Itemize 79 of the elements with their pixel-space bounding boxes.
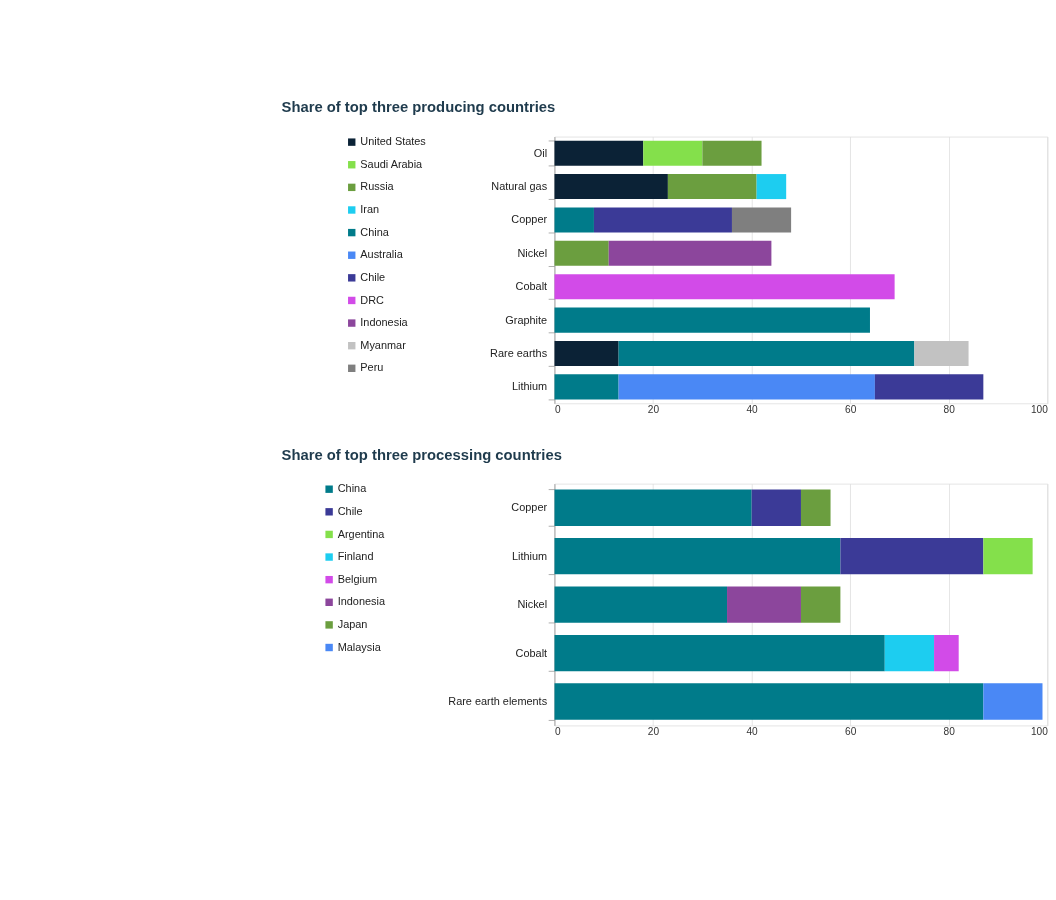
bar (731, 207, 792, 233)
x-tick-label: 100 (1030, 726, 1049, 738)
bar (702, 140, 762, 166)
bar (554, 274, 895, 300)
bar (751, 489, 801, 526)
bar (840, 538, 984, 575)
x-tick-label: 0 (554, 404, 561, 416)
y-tick-label: Oil (533, 146, 548, 159)
bar (800, 489, 831, 526)
x-tick-label: 40 (746, 726, 759, 738)
legend-label: Peru (360, 361, 384, 374)
legend-label: China (337, 482, 368, 495)
bar (643, 140, 703, 166)
legend-label: Japan (337, 618, 368, 631)
bar (618, 374, 875, 400)
bar (554, 489, 752, 526)
legend-label: Indonesia (337, 595, 386, 608)
y-tick-label: Cobalt (515, 646, 548, 659)
y-tick-label: Cobalt (515, 280, 548, 293)
text: Share of top three producing countries (281, 99, 556, 116)
bar (884, 634, 935, 672)
text: Share of top three processing countries (281, 446, 562, 463)
legend-label: Russia (360, 180, 395, 193)
legend-label: Australia (360, 248, 404, 261)
bar (983, 538, 1033, 575)
bar (554, 374, 619, 400)
bar (554, 683, 984, 720)
legend-label: Saudi Arabia (360, 157, 424, 170)
y-tick-label: Lithium (511, 549, 548, 562)
legend-label: Iran (360, 203, 380, 216)
x-tick-label: 20 (647, 726, 660, 738)
legend-label: China (360, 225, 390, 238)
bar (554, 538, 841, 575)
bar (608, 240, 772, 266)
y-tick-label: Nickel (517, 246, 548, 259)
bar (554, 634, 885, 672)
legend-label: Malaysia (337, 640, 382, 653)
y-tick-label: Copper (511, 501, 548, 514)
legend-label: Belgium (337, 572, 378, 585)
x-tick-label: 60 (845, 726, 857, 738)
bar (618, 340, 915, 367)
x-tick-label: 20 (647, 404, 660, 416)
x-tick-label: 80 (943, 726, 956, 738)
y-tick-label: Natural gas (491, 180, 548, 193)
bar (934, 634, 959, 672)
legend-label: United States (360, 135, 427, 148)
x-tick-label: 40 (746, 404, 759, 416)
bar (727, 586, 801, 623)
bar (667, 174, 757, 200)
x-tick-label: 100 (1030, 404, 1049, 416)
y-tick-label: Lithium (511, 380, 548, 393)
x-tick-label: 0 (554, 726, 561, 738)
y-tick-label: Rare earth elements (448, 695, 548, 708)
x-tick-label: 60 (845, 404, 857, 416)
y-tick-label: Copper (511, 213, 548, 226)
bar (554, 174, 668, 200)
bar (554, 140, 644, 166)
legend-label: DRC (360, 293, 385, 306)
bar (756, 174, 787, 200)
bar (593, 207, 732, 233)
legend-label: Argentina (337, 527, 386, 540)
legend-label: Finland (337, 550, 374, 563)
bar (554, 586, 728, 623)
x-tick-label: 80 (943, 404, 956, 416)
y-tick-label: Rare earths (490, 347, 548, 359)
bar (800, 586, 841, 623)
bar (554, 340, 619, 367)
legend-label: Myanmar (360, 338, 407, 351)
y-tick-label: Nickel (517, 598, 548, 611)
bar (554, 207, 594, 233)
y-tick-label: Graphite (505, 313, 548, 326)
bar (554, 240, 609, 266)
bar (874, 374, 984, 400)
bar (914, 340, 969, 367)
bar (983, 683, 1043, 720)
bar (554, 307, 870, 333)
legend-label: Chile (337, 504, 363, 517)
legend-label: Indonesia (360, 316, 409, 329)
legend-label: Chile (360, 270, 386, 283)
